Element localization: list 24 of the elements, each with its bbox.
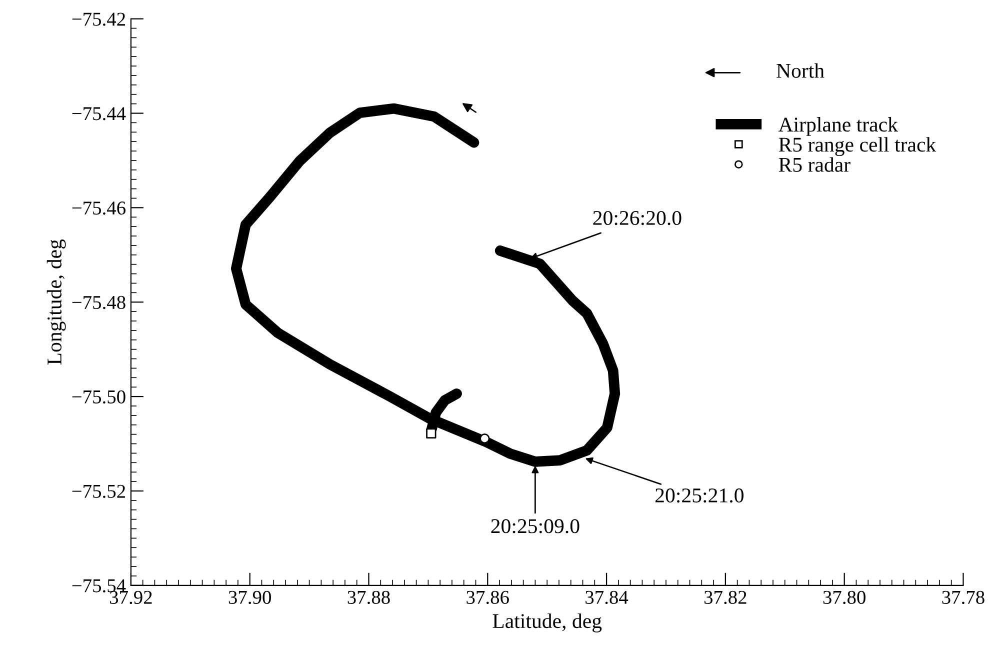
y-tick-label: −75.42 [72, 12, 126, 26]
x-tick-label: 37.86 [466, 590, 509, 604]
y-tick-label: −75.50 [72, 390, 126, 404]
y-tick-label: −75.46 [72, 202, 126, 215]
x-tick-label: 37.80 [823, 590, 866, 604]
legend-label: Airplane track [778, 117, 898, 136]
x-tick-label: 37.92 [110, 590, 152, 604]
x-tick-label: 37.82 [704, 590, 746, 604]
annotation: 20:25:21.0 [655, 488, 744, 503]
y-tick-label: −75.54 [72, 579, 126, 592]
y-tick-label: −75.52 [72, 484, 126, 498]
annotation: North [776, 63, 824, 78]
y-axis-title: Longitude, deg [46, 239, 66, 365]
y-tick-label: −75.44 [72, 107, 126, 120]
x-tick-label: 37.78 [942, 590, 984, 604]
y-tick-label: −75.48 [72, 296, 126, 310]
annotation: 20:25:09.0 [491, 519, 580, 534]
annotation: 20:26:20.0 [593, 210, 682, 226]
x-tick-label: 37.88 [348, 590, 390, 604]
x-axis-title: Latitude, deg [492, 613, 602, 632]
legend-label: R5 range cell track [778, 137, 936, 156]
x-tick-label: 37.90 [228, 590, 271, 604]
x-tick-label: 37.84 [586, 590, 628, 604]
legend-label: R5 radar [778, 157, 850, 172]
